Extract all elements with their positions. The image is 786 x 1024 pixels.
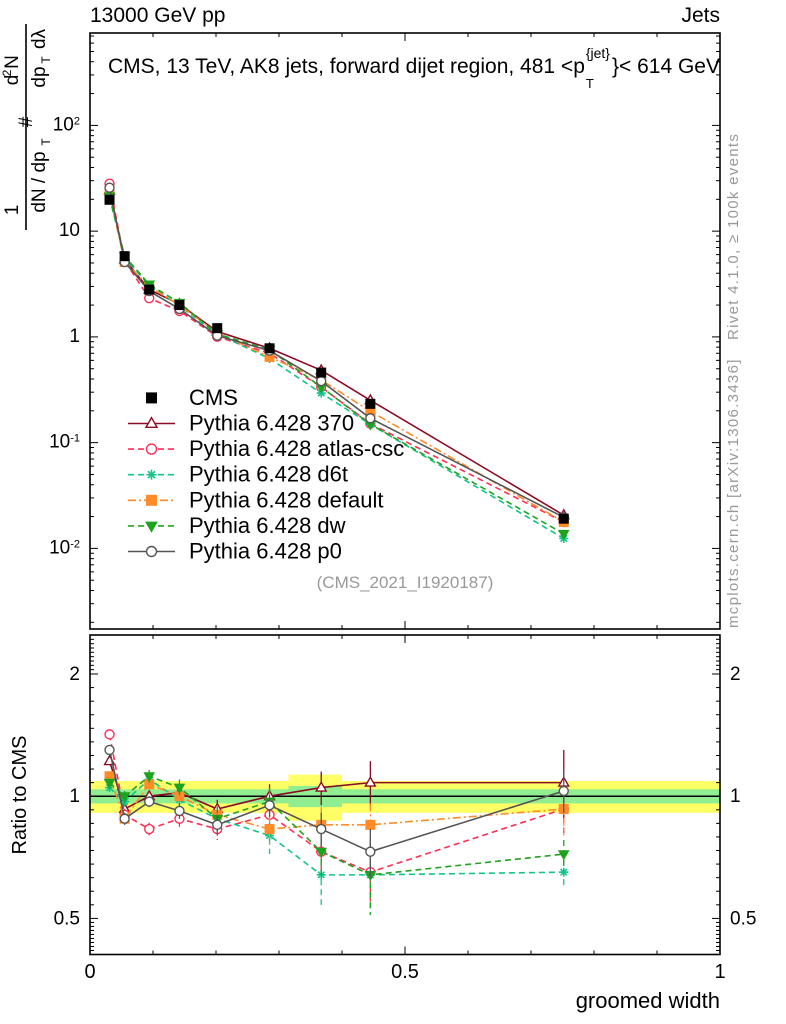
svg-text:1: 1 xyxy=(69,326,80,347)
svg-text:Pythia 6.428 dw: Pythia 6.428 dw xyxy=(189,513,346,538)
svg-text:1: 1 xyxy=(730,786,741,807)
svg-text:groomed width: groomed width xyxy=(576,988,720,1013)
svg-text:dλ: dλ xyxy=(29,28,50,49)
svg-text:dN / dp: dN / dp xyxy=(29,151,50,212)
svg-text:Pythia 6.428 d6t: Pythia 6.428 d6t xyxy=(189,462,348,487)
svg-text:Ratio to CMS: Ratio to CMS xyxy=(9,736,31,855)
svg-text:2: 2 xyxy=(0,69,14,76)
svg-text:Pythia 6.428 370: Pythia 6.428 370 xyxy=(189,411,354,436)
svg-text:#: # xyxy=(16,116,37,127)
svg-text:2: 2 xyxy=(730,664,741,685)
svg-text:Jets: Jets xyxy=(681,4,720,27)
svg-text:Pythia 6.428 p0: Pythia 6.428 p0 xyxy=(189,539,342,564)
svg-text:1: 1 xyxy=(714,961,725,983)
svg-text:(CMS_2021_I1920187): (CMS_2021_I1920187) xyxy=(317,573,494,592)
svg-text:Pythia 6.428 atlas-csc: Pythia 6.428 atlas-csc xyxy=(189,436,404,461)
svg-text:T: T xyxy=(39,138,53,146)
svg-text:Pythia 6.428 default: Pythia 6.428 default xyxy=(189,487,383,512)
svg-text:13000 GeV pp: 13000 GeV pp xyxy=(90,4,225,27)
svg-text:N: N xyxy=(2,55,23,69)
svg-text:CMS: CMS xyxy=(189,385,238,410)
svg-text:dp: dp xyxy=(29,66,50,87)
svg-text:0.5: 0.5 xyxy=(391,961,419,983)
svg-text:1: 1 xyxy=(69,786,80,807)
svg-text:T: T xyxy=(39,56,53,64)
svg-text:0.5: 0.5 xyxy=(730,908,756,929)
svg-text:0: 0 xyxy=(84,961,95,983)
svg-text:1: 1 xyxy=(2,205,23,216)
svg-text:2: 2 xyxy=(69,664,80,685)
svg-text:10: 10 xyxy=(59,220,80,241)
svg-text:0.5: 0.5 xyxy=(54,908,80,929)
svg-text:Rivet 4.1.0, ≥ 100k events: Rivet 4.1.0, ≥ 100k events xyxy=(725,133,742,340)
svg-text:mcplots.cern.ch [arXiv:1306.34: mcplots.cern.ch [arXiv:1306.3436] xyxy=(725,358,742,628)
